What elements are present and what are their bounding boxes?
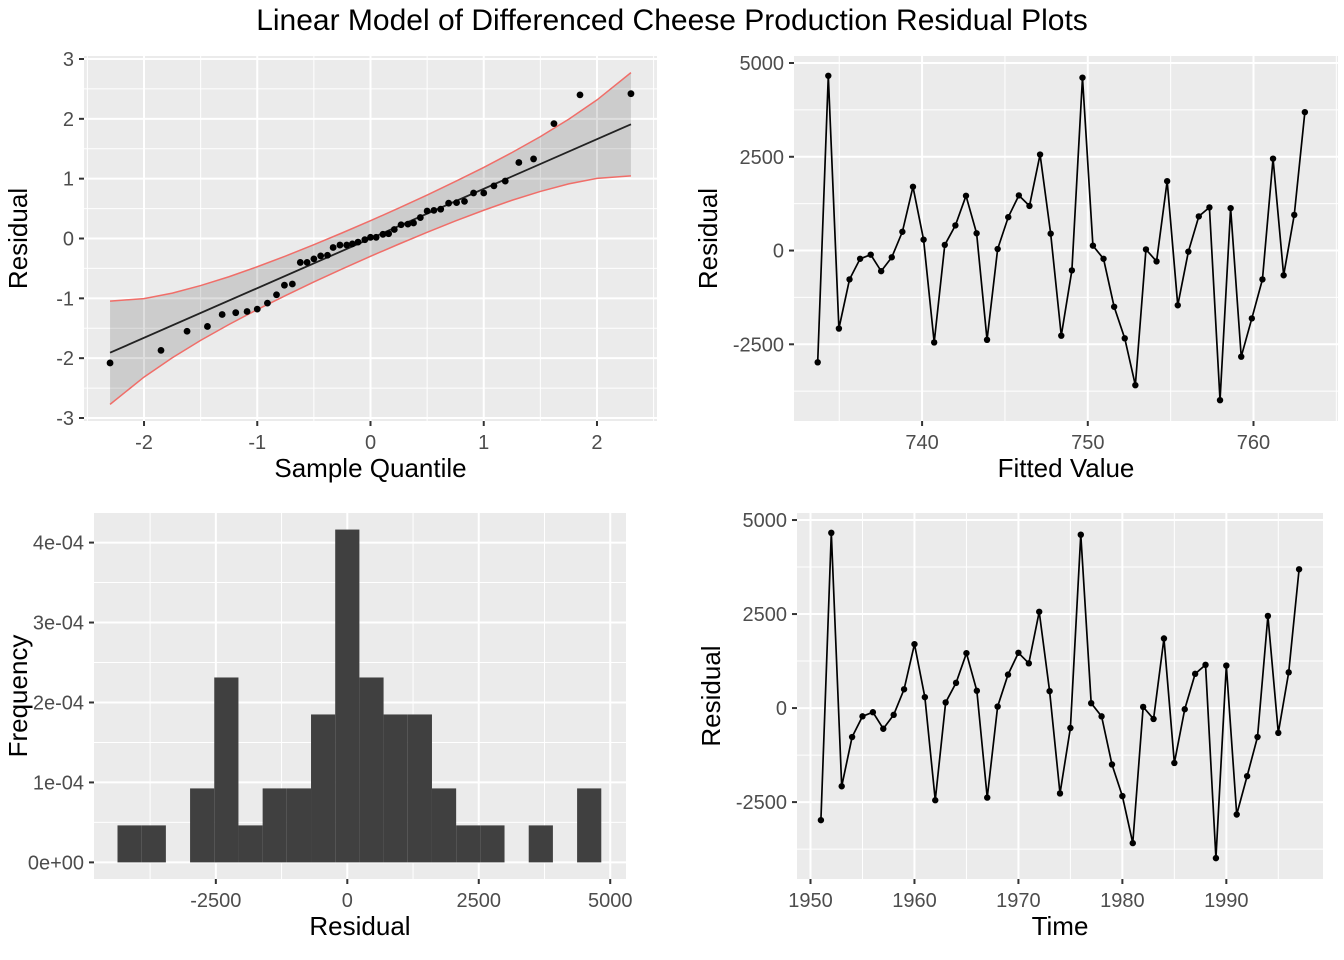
fitted-y-tick-label: 5000 — [740, 53, 785, 75]
fitted-series-points — [814, 72, 1309, 404]
qq-x-tick-label: 2 — [591, 432, 602, 454]
qq-x-tick-label: 0 — [365, 432, 376, 454]
hist-x-tick-label: 0 — [342, 890, 353, 912]
hist-x-tick-label: 2500 — [457, 890, 502, 912]
qq-axis-ticks: -2 -1 0 1 2 -3 -2 -1 0 1 2 3 — [56, 49, 602, 454]
time-gridlines — [797, 513, 1323, 879]
fitted-x-axis-title: Fitted Value — [998, 453, 1135, 483]
qq-x-tick-label: 1 — [478, 432, 489, 454]
time-x-tick-label: 1980 — [1100, 890, 1145, 912]
time-y-tick-label: 0 — [776, 698, 787, 720]
figure-title: Linear Model of Differenced Cheese Produ… — [256, 4, 1088, 37]
hist-x-tick-label: -2500 — [190, 890, 241, 912]
hist-plot: -2500 0 2500 5000 0e+00 1e-04 2e-04 3e-04 4e-04 R… — [3, 513, 632, 941]
fitted-y-axis-title: Residual — [693, 188, 723, 289]
time-axis-ticks: 1950 1960 1970 1980 1990 -2500 0 2500 5000 — [736, 510, 1249, 912]
hist-axis-ticks: -2500 0 2500 5000 0e+00 1e-04 2e-04 3e-04 4e-04 — [28, 533, 633, 912]
qq-gridlines — [84, 56, 657, 421]
fitted-plot: 740 750 760 -2500 0 2500 5000 Fitted Value Resid… — [693, 53, 1338, 483]
time-x-tick-label: 1990 — [1204, 890, 1249, 912]
fitted-panel — [794, 56, 1338, 421]
qq-y-tick-label: -2 — [56, 348, 74, 370]
fitted-y-tick-label: 2500 — [740, 147, 785, 169]
fitted-gridlines — [794, 56, 1338, 421]
hist-y-tick-label: 4e-04 — [33, 533, 84, 555]
qq-x-tick-label: -2 — [135, 432, 153, 454]
qq-y-tick-label: -3 — [56, 408, 74, 430]
time-y-tick-label: 2500 — [743, 604, 788, 626]
histogram-bars — [117, 529, 602, 863]
qq-y-tick-label: 1 — [63, 169, 74, 191]
time-y-tick-label: -2500 — [736, 792, 787, 814]
qq-y-tick-label: 0 — [63, 229, 74, 251]
qq-x-tick-label: -1 — [248, 432, 266, 454]
time-x-axis-title: Time — [1032, 911, 1089, 941]
hist-x-tick-label: 5000 — [588, 890, 633, 912]
qq-x-axis-title: Sample Quantile — [274, 453, 466, 483]
qq-band-lower-edge — [109, 175, 632, 405]
hist-y-tick-label: 2e-04 — [33, 692, 84, 714]
fitted-y-tick-label: -2500 — [733, 334, 784, 356]
fitted-x-tick-label: 760 — [1237, 432, 1270, 454]
hist-y-axis-title: Frequency — [3, 635, 33, 758]
fitted-x-tick-label: 740 — [905, 432, 938, 454]
time-x-tick-label: 1950 — [788, 890, 833, 912]
time-x-tick-label: 1970 — [996, 890, 1041, 912]
qq-band-upper-edge — [109, 72, 632, 302]
hist-gridlines — [94, 513, 626, 879]
qq-y-tick-label: 3 — [63, 49, 74, 71]
fitted-y-tick-label: 0 — [773, 241, 784, 263]
time-x-tick-label: 1960 — [892, 890, 937, 912]
qq-points — [106, 90, 635, 367]
qq-y-tick-label: 2 — [63, 109, 74, 131]
hist-x-axis-title: Residual — [309, 911, 410, 941]
time-y-axis-title: Residual — [696, 645, 726, 746]
qq-y-axis-title: Residual — [3, 188, 33, 289]
qq-plot: -2 -1 0 1 2 -3 -2 -1 0 1 2 3 Sample Quantile Residual — [3, 49, 657, 483]
fitted-x-tick-label: 750 — [1071, 432, 1104, 454]
fitted-axis-ticks: 740 750 760 -2500 0 2500 5000 — [733, 53, 1270, 454]
hist-y-tick-label: 1e-04 — [33, 772, 84, 794]
qq-y-tick-label: -1 — [56, 288, 74, 310]
time-panel — [797, 513, 1323, 879]
time-y-tick-label: 5000 — [743, 510, 788, 532]
hist-y-tick-label: 3e-04 — [33, 613, 84, 635]
time-series-points — [817, 529, 1303, 862]
hist-y-tick-label: 0e+00 — [28, 852, 84, 874]
time-plot: 1950 1960 1970 1980 1990 -2500 0 2500 5000 Time Re… — [696, 510, 1323, 941]
